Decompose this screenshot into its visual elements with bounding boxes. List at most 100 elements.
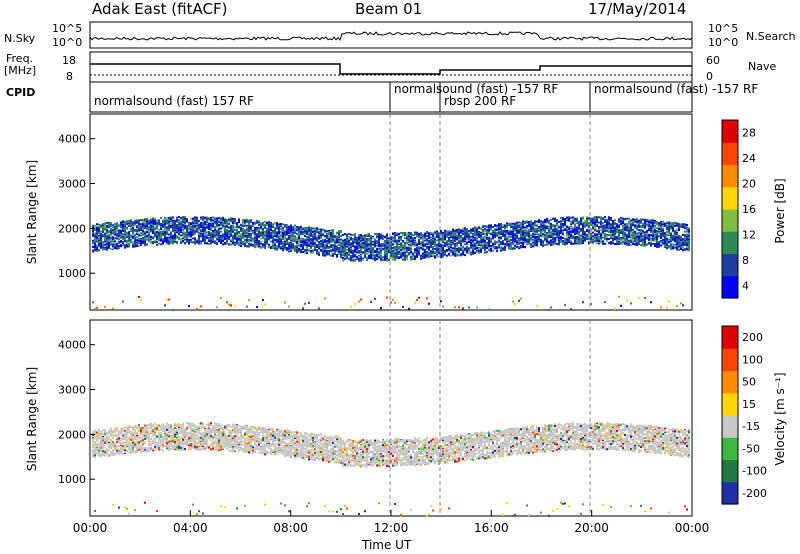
data-cell bbox=[384, 240, 386, 243]
data-cell bbox=[128, 233, 130, 236]
data-cell bbox=[534, 221, 536, 224]
data-cell bbox=[138, 233, 140, 236]
data-cell bbox=[254, 235, 256, 238]
data-cell bbox=[126, 226, 128, 229]
data-cell bbox=[318, 244, 320, 246]
data-cell bbox=[342, 246, 344, 249]
data-cell bbox=[260, 232, 262, 235]
data-cell bbox=[440, 253, 442, 256]
data-cell bbox=[320, 244, 322, 247]
data-cell bbox=[166, 227, 168, 230]
data-cell bbox=[210, 232, 212, 234]
data-cell bbox=[520, 236, 522, 239]
data-cell bbox=[230, 220, 232, 223]
data-cell bbox=[350, 242, 352, 245]
data-cell bbox=[282, 233, 284, 236]
data-cell bbox=[434, 235, 436, 238]
data-cell bbox=[130, 240, 132, 243]
data-cell bbox=[404, 232, 406, 235]
data-cell bbox=[170, 233, 172, 236]
data-cell bbox=[204, 240, 206, 243]
data-cell bbox=[308, 233, 310, 236]
data-cell bbox=[136, 228, 138, 231]
data-cell bbox=[326, 241, 328, 244]
data-cell bbox=[482, 229, 484, 232]
data-cell bbox=[112, 224, 114, 227]
data-cell bbox=[126, 245, 128, 248]
data-cell bbox=[456, 247, 458, 250]
data-cell bbox=[242, 221, 244, 224]
data-cell bbox=[536, 231, 538, 234]
data-cell bbox=[212, 234, 214, 237]
data-cell bbox=[410, 255, 412, 258]
data-cell bbox=[278, 232, 280, 235]
data-cell bbox=[266, 233, 268, 236]
data-cell bbox=[504, 238, 506, 241]
data-cell bbox=[102, 222, 104, 225]
data-cell bbox=[286, 232, 288, 235]
data-cell bbox=[264, 233, 266, 236]
data-cell bbox=[304, 238, 306, 241]
data-cell bbox=[346, 234, 348, 237]
data-cell bbox=[200, 216, 202, 219]
data-cell bbox=[314, 237, 316, 239]
data-cell bbox=[328, 240, 330, 243]
data-cell bbox=[112, 243, 114, 246]
data-cell bbox=[296, 229, 298, 232]
data-cell bbox=[176, 224, 178, 227]
data-cell bbox=[160, 227, 162, 230]
data-cell bbox=[216, 236, 218, 239]
data-cell bbox=[254, 231, 256, 233]
data-cell bbox=[214, 232, 216, 235]
data-cell bbox=[388, 251, 390, 254]
data-cell bbox=[454, 238, 456, 241]
data-cell bbox=[322, 250, 324, 253]
nave-label: Nave bbox=[748, 60, 777, 73]
data-cell bbox=[250, 239, 252, 242]
data-cell bbox=[374, 254, 376, 257]
data-cell bbox=[304, 249, 306, 251]
data-cell bbox=[354, 241, 356, 244]
data-cell bbox=[490, 232, 492, 235]
data-cell bbox=[448, 230, 450, 233]
data-cell bbox=[278, 246, 280, 249]
data-cell bbox=[486, 244, 488, 247]
data-cell bbox=[296, 226, 298, 228]
data-cell bbox=[116, 229, 118, 231]
data-cell bbox=[520, 222, 522, 225]
data-cell bbox=[388, 247, 390, 250]
data-cell bbox=[534, 224, 536, 227]
data-cell bbox=[466, 228, 468, 231]
data-cell bbox=[368, 243, 370, 246]
data-cell bbox=[250, 244, 252, 247]
data-cell bbox=[244, 233, 246, 236]
data-cell bbox=[268, 234, 270, 237]
data-cell bbox=[174, 229, 176, 232]
data-cell bbox=[114, 229, 116, 232]
data-cell bbox=[410, 244, 412, 247]
data-cell bbox=[398, 250, 400, 253]
data-cell bbox=[252, 243, 254, 246]
data-cell bbox=[372, 235, 374, 238]
data-cell bbox=[498, 244, 500, 247]
data-cell bbox=[464, 229, 466, 232]
data-cell bbox=[380, 257, 382, 260]
data-cell bbox=[366, 248, 368, 250]
data-cell bbox=[310, 238, 312, 241]
data-cell bbox=[534, 222, 536, 225]
data-cell bbox=[386, 233, 388, 236]
data-cell bbox=[528, 235, 530, 238]
data-cell bbox=[232, 222, 234, 225]
data-cell bbox=[374, 259, 376, 262]
data-cell bbox=[242, 236, 244, 239]
data-cell bbox=[138, 239, 140, 242]
data-cell bbox=[360, 246, 362, 249]
data-cell bbox=[210, 224, 212, 227]
data-cell bbox=[160, 224, 162, 227]
data-cell bbox=[468, 249, 470, 252]
data-cell bbox=[116, 232, 118, 235]
data-cell bbox=[520, 224, 522, 227]
data-cell bbox=[340, 256, 342, 259]
data-cell bbox=[184, 216, 186, 219]
data-cell bbox=[94, 307, 96, 310]
